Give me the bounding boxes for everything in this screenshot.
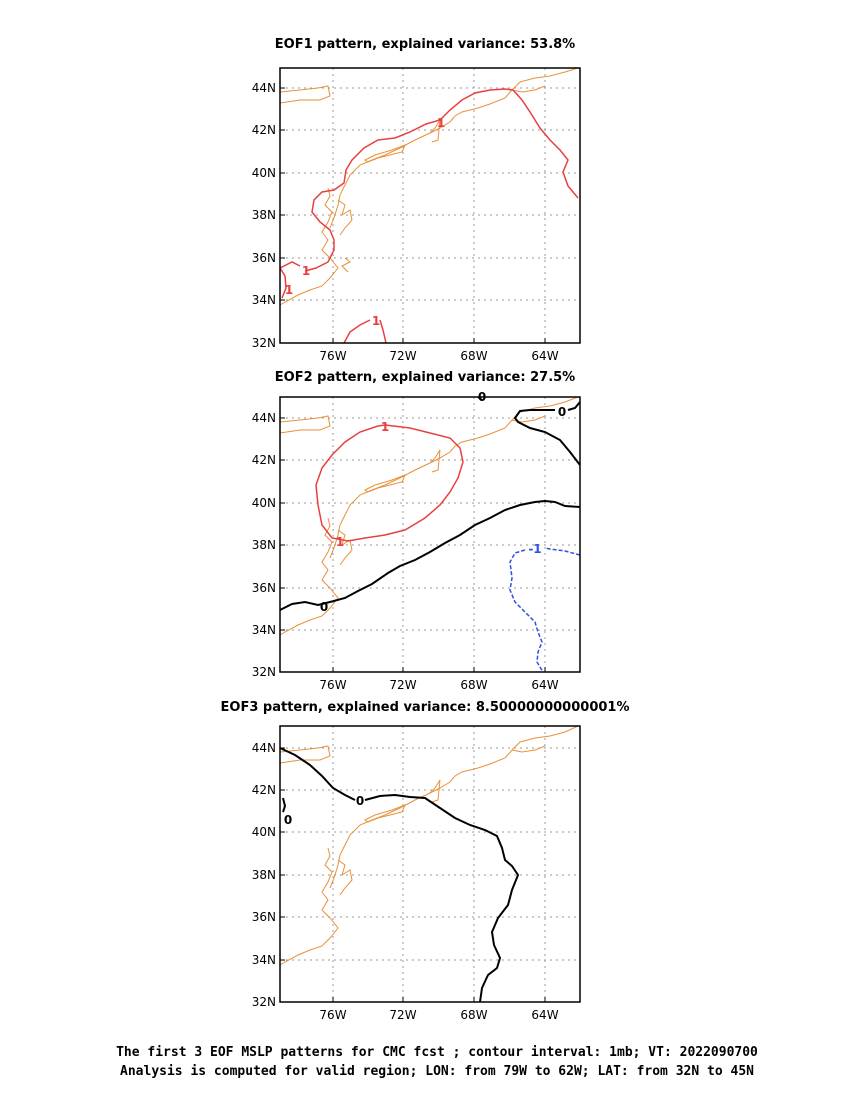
x-tick-label: 68W — [460, 678, 487, 692]
panel-title: EOF1 pattern, explained variance: 53.8% — [275, 37, 575, 52]
zero-contours — [279, 396, 581, 611]
y-tick-label: 32N — [252, 336, 276, 350]
x-tick-label: 76W — [319, 1008, 346, 1022]
y-tick-label: 44N — [252, 741, 276, 755]
gridlines — [280, 726, 580, 1002]
x-tick-label: 64W — [531, 349, 558, 363]
x-tick-label: 68W — [460, 1008, 487, 1022]
x-tick-label: 64W — [531, 1008, 558, 1022]
y-tick-label: 36N — [252, 910, 276, 924]
coastline — [279, 67, 579, 306]
y-tick-label: 42N — [252, 783, 276, 797]
tick-marks — [280, 747, 546, 1002]
positive-contours — [279, 88, 579, 344]
y-tick-label: 42N — [252, 453, 276, 467]
y-tick-labels: 44N 42N 40N 38N 36N 34N 32N — [252, 81, 276, 350]
x-tick-labels: 76W 72W 68W 64W — [319, 678, 558, 692]
y-tick-label: 38N — [252, 208, 276, 222]
x-tick-label: 64W — [531, 678, 558, 692]
contour-label: 1 — [302, 264, 310, 278]
y-tick-label: 40N — [252, 825, 276, 839]
x-tick-label: 72W — [389, 678, 416, 692]
coastline — [279, 725, 579, 966]
contour-label: 0 — [284, 813, 292, 827]
x-tick-labels: 76W 72W 68W 64W — [319, 349, 558, 363]
contour-label: 1 — [285, 283, 293, 297]
y-tick-label: 44N — [252, 411, 276, 425]
contour-label: 1 — [381, 420, 389, 434]
x-tick-label: 72W — [389, 349, 416, 363]
contour-label: 1 — [372, 314, 380, 328]
panel-title: EOF3 pattern, explained variance: 8.5000… — [221, 700, 630, 715]
x-tick-label: 76W — [319, 678, 346, 692]
map-frame — [279, 67, 581, 344]
y-tick-label: 32N — [252, 665, 276, 679]
y-tick-label: 36N — [252, 581, 276, 595]
negative-contours — [509, 547, 581, 673]
tick-marks — [280, 87, 546, 343]
y-tick-labels: 44N 42N 40N 38N 36N 34N 32N — [252, 411, 276, 679]
gridlines — [280, 397, 580, 672]
panel-eof1: EOF1 pattern, explained variance: 53.8% — [252, 37, 581, 363]
y-tick-label: 44N — [252, 81, 276, 95]
x-tick-labels: 76W 72W 68W 64W — [319, 1008, 558, 1022]
tick-marks — [280, 417, 546, 672]
y-tick-label: 34N — [252, 953, 276, 967]
x-tick-label: 72W — [389, 1008, 416, 1022]
caption-line-2: Analysis is computed for valid region; L… — [120, 1064, 754, 1079]
y-tick-label: 34N — [252, 293, 276, 307]
y-tick-label: 40N — [252, 166, 276, 180]
contour-label: -1 — [528, 542, 541, 556]
zero-contours — [279, 747, 520, 1003]
y-tick-labels: 44N 42N 40N 38N 36N 34N 32N — [252, 741, 276, 1009]
contour-label: 0 — [320, 600, 328, 614]
y-tick-label: 40N — [252, 496, 276, 510]
figure-caption: The first 3 EOF MSLP patterns for CMC fc… — [116, 1045, 758, 1079]
y-tick-label: 38N — [252, 538, 276, 552]
y-tick-label: 42N — [252, 123, 276, 137]
map-frame — [279, 725, 581, 1003]
contour-label: 0 — [356, 794, 364, 808]
map-frame — [279, 396, 581, 673]
x-tick-label: 76W — [319, 349, 346, 363]
panel-eof2: EOF2 pattern, explained variance: 27.5% — [252, 370, 581, 692]
contour-label: 1 — [336, 535, 344, 549]
contour-label: 0 — [558, 405, 566, 419]
y-tick-label: 34N — [252, 623, 276, 637]
y-tick-label: 38N — [252, 868, 276, 882]
panel-title: EOF2 pattern, explained variance: 27.5% — [275, 370, 575, 385]
contour-label: 1 — [437, 116, 445, 130]
caption-line-1: The first 3 EOF MSLP patterns for CMC fc… — [116, 1045, 758, 1060]
y-tick-label: 36N — [252, 251, 276, 265]
positive-contours — [315, 424, 464, 542]
panel-eof3: EOF3 pattern, explained variance: 8.5000… — [221, 700, 630, 1022]
y-tick-label: 32N — [252, 995, 276, 1009]
x-tick-label: 68W — [460, 349, 487, 363]
